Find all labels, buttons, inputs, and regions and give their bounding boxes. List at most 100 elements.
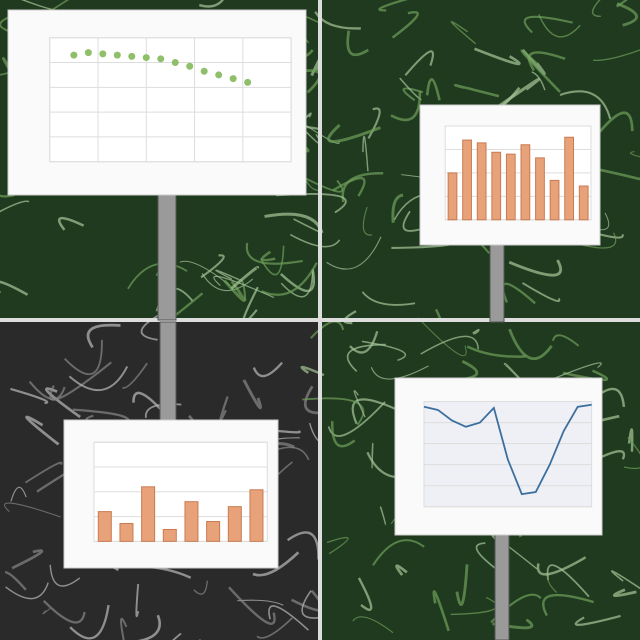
foliage-stroke [501, 282, 536, 305]
foliage-stroke [259, 245, 285, 276]
foliage-stroke [391, 11, 419, 39]
foliage-stroke [357, 577, 373, 611]
scatter-point [186, 62, 194, 70]
scatter-point [99, 50, 107, 58]
foliage-stroke [475, 542, 496, 569]
foliage-stroke [332, 176, 366, 197]
foliage-stroke [508, 328, 553, 360]
foliage-stroke [127, 262, 188, 290]
foliage-stroke [562, 369, 609, 382]
scatter-point [70, 51, 78, 59]
bar [535, 157, 545, 221]
foliage-stroke [268, 605, 309, 631]
scatter-point [84, 49, 92, 57]
foliage-stroke [69, 604, 110, 640]
bar [578, 185, 589, 221]
bar [462, 139, 472, 221]
bar [141, 486, 156, 542]
foliage-stroke [520, 49, 561, 93]
plot-area [423, 401, 593, 508]
foliage-stroke [68, 366, 129, 392]
scatter-point [128, 52, 136, 60]
foliage-stroke [28, 380, 66, 400]
sign-pole [157, 194, 177, 321]
foliage-stroke [613, 588, 637, 597]
foliage-stroke [353, 390, 366, 418]
foliage-stroke [314, 11, 361, 30]
foliage-stroke [135, 583, 140, 618]
foliage-stroke [10, 387, 49, 405]
foliage-stroke [200, 254, 225, 279]
scatter-point [113, 51, 121, 59]
bar [206, 521, 221, 542]
foliage-stroke [327, 401, 386, 437]
bar [549, 179, 560, 221]
foliage-stroke [455, 564, 469, 606]
foliage-stroke [219, 396, 229, 422]
plot-area [49, 37, 292, 163]
foliage-stroke [450, 596, 498, 616]
scatter-point [171, 59, 179, 67]
foliage-stroke [261, 250, 276, 262]
foliage-stroke [454, 83, 500, 98]
bar [564, 136, 575, 221]
scatter-point [229, 75, 237, 83]
foliage-stroke [417, 317, 467, 357]
foliage-stroke [402, 87, 424, 102]
foliage-stroke [473, 47, 521, 66]
scatter-point [142, 54, 150, 62]
foliage-stroke [559, 90, 612, 120]
foliage-stroke [370, 365, 429, 380]
scatter-point [157, 55, 165, 63]
foliage-stroke [472, 328, 480, 335]
foliage-stroke [242, 379, 262, 410]
bar [162, 528, 177, 542]
foliage-stroke [352, 616, 394, 634]
foliage-stroke [49, 564, 81, 587]
foliage-stroke [629, 151, 640, 158]
foliage-stroke [5, 582, 49, 600]
foliage-stroke [230, 265, 260, 290]
foliage-stroke [527, 51, 566, 72]
foliage-stroke [508, 259, 563, 277]
bar [447, 172, 458, 221]
foliage-stroke [346, 30, 369, 56]
scatter-point [200, 67, 208, 75]
bar [505, 153, 516, 221]
foliage-stroke [201, 273, 254, 292]
foliage-stroke [122, 362, 148, 389]
foliage-stroke [450, 20, 477, 45]
foliage-stroke [391, 193, 404, 224]
foliage-stroke [42, 600, 86, 624]
foliage-stroke [616, 0, 628, 8]
foliage-stroke [378, 0, 409, 12]
foliage-stroke [132, 391, 164, 413]
foliage-stroke [172, 632, 201, 640]
foliage-stroke [280, 268, 315, 293]
foliage-stroke [591, 0, 601, 18]
foliage-stroke [538, 14, 581, 38]
foliage-stroke [599, 111, 634, 133]
foliage-stroke [137, 614, 161, 640]
bar [119, 523, 134, 542]
foliage-stroke [425, 78, 441, 101]
foliage-stroke [10, 486, 27, 502]
foliage-stroke [574, 614, 621, 626]
foliage-stroke [547, 574, 558, 594]
foliage-stroke [330, 421, 356, 448]
foliage-stroke [49, 361, 112, 401]
foliage-stroke [120, 617, 128, 640]
foliage-stroke [362, 206, 373, 236]
foliage-stroke [466, 345, 526, 358]
foliage-stroke [326, 536, 349, 555]
foliage-stroke [367, 107, 381, 139]
foliage-stroke [4, 571, 27, 591]
bar [520, 144, 531, 221]
foliage-stroke [404, 50, 435, 77]
foliage-stroke [542, 362, 602, 384]
bar [97, 511, 112, 542]
foliage-stroke [280, 269, 314, 298]
foliage-stroke [552, 334, 580, 347]
foliage-stroke [523, 15, 573, 34]
scatter-point [244, 78, 252, 86]
